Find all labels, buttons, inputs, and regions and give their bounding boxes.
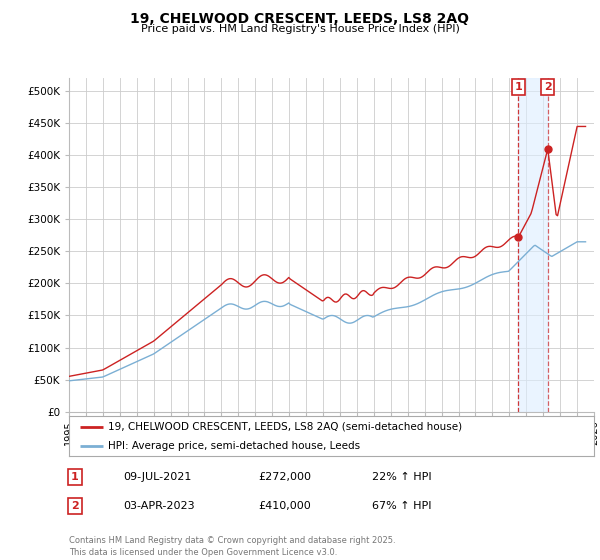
Text: 03-APR-2023: 03-APR-2023 [123, 501, 194, 511]
Text: 67% ↑ HPI: 67% ↑ HPI [372, 501, 431, 511]
Text: £272,000: £272,000 [258, 472, 311, 482]
Text: £410,000: £410,000 [258, 501, 311, 511]
Text: 19, CHELWOOD CRESCENT, LEEDS, LS8 2AQ (semi-detached house): 19, CHELWOOD CRESCENT, LEEDS, LS8 2AQ (s… [109, 422, 463, 432]
Bar [518, 78, 548, 412]
Text: Price paid vs. HM Land Registry's House Price Index (HPI): Price paid vs. HM Land Registry's House … [140, 24, 460, 34]
Text: HPI: Average price, semi-detached house, Leeds: HPI: Average price, semi-detached house,… [109, 441, 361, 450]
Text: 19, CHELWOOD CRESCENT, LEEDS, LS8 2AQ: 19, CHELWOOD CRESCENT, LEEDS, LS8 2AQ [131, 12, 470, 26]
Text: Contains HM Land Registry data © Crown copyright and database right 2025.
This d: Contains HM Land Registry data © Crown c… [69, 536, 395, 557]
Text: 1: 1 [71, 472, 79, 482]
Text: 09-JUL-2021: 09-JUL-2021 [123, 472, 191, 482]
Text: 2: 2 [71, 501, 79, 511]
Text: 22% ↑ HPI: 22% ↑ HPI [372, 472, 431, 482]
Text: 1: 1 [514, 82, 522, 92]
Text: 2: 2 [544, 82, 551, 92]
